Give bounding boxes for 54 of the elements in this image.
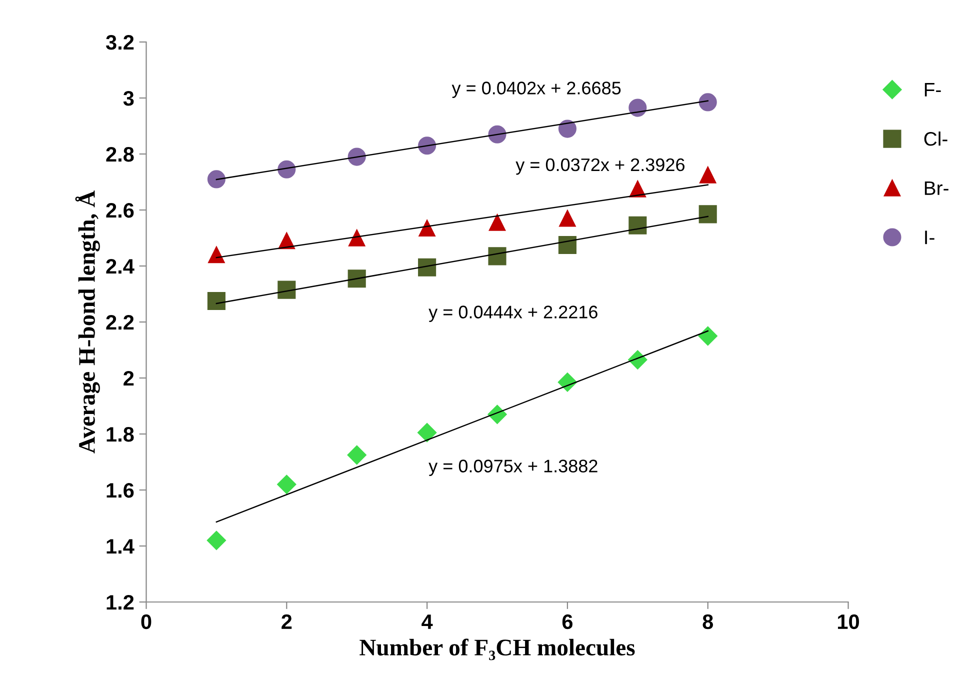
legend-label: I- [925,230,934,244]
y-tick-label: 3 [123,91,134,106]
x-tick-label: 6 [562,614,572,630]
y-tick-label: 2.6 [106,203,134,218]
y-tick-label: 2.2 [106,315,134,330]
point [488,125,506,144]
point [348,230,366,246]
x-axis-title: Number of F₃CH molecules [360,638,635,660]
x-tick-label: 0 [141,614,152,630]
point [348,270,366,288]
point [207,292,226,310]
point [559,210,576,227]
point [628,216,647,234]
point [347,445,366,465]
point [208,246,225,264]
y-tick-label: 2.8 [106,147,134,162]
point [278,160,296,178]
point [698,326,718,346]
y-tick-label: 2 [124,371,134,386]
legend-label: Br- [924,181,948,195]
point [418,220,436,237]
point [558,120,576,138]
legend-label: F- [924,82,941,96]
x-tick-label: 10 [838,614,859,630]
legend-label: Cl- [924,132,948,146]
point [278,280,296,299]
annotation: y = 0.0975x + 1.3882 [428,460,598,476]
point [698,93,717,112]
point [488,247,506,266]
point [418,423,437,442]
y-tick-label: 1.4 [106,539,134,554]
y-tick-label: 2.4 [106,259,134,274]
point [277,474,296,494]
point [418,136,436,155]
y-tick-label: 3.2 [106,35,134,50]
point [488,214,506,231]
annotation: y = 0.0444x + 2.2216 [428,306,598,322]
point [418,258,436,276]
annotation: y = 0.0372x + 2.3926 [516,158,684,175]
y-tick-label: 1.6 [106,483,134,498]
point [348,148,366,166]
point [698,205,717,224]
x-tick-label: 8 [702,614,714,630]
point [700,166,716,184]
y-tick-label: 1.2 [106,595,134,610]
annotation: y = 0.0402x + 2.6685 [452,82,621,98]
point [206,530,226,550]
point [558,236,576,254]
y-axis-title: Average H-bond length, Å [75,190,100,454]
x-tick-label: 2 [282,614,292,629]
x-tick-label: 4 [422,614,433,629]
point [207,170,226,188]
point [628,98,647,117]
y-tick-label: 1.8 [106,427,134,442]
